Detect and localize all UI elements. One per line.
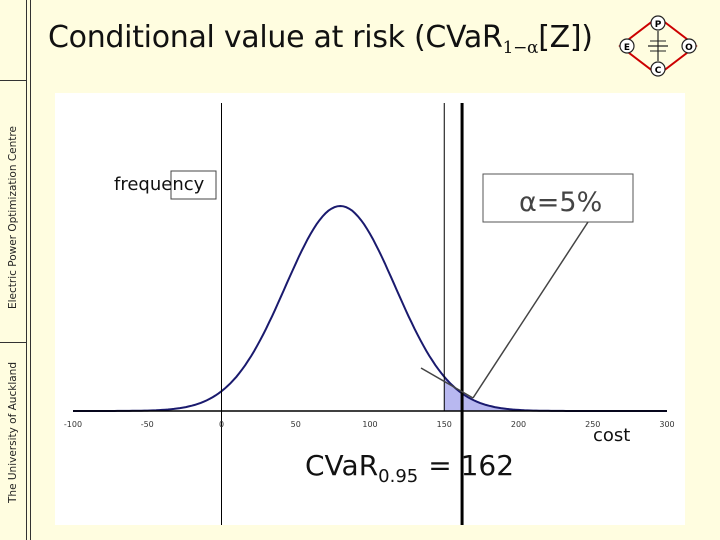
alpha-box [482, 173, 634, 223]
tail-area [444, 376, 667, 411]
cvar-value: = 162 [428, 449, 514, 482]
logo-letter-right: O [685, 43, 693, 53]
frequency-box [170, 170, 217, 200]
epoc-logo: P E O C [618, 15, 698, 77]
logo-node-bottom [650, 61, 666, 77]
sidebar-separator [0, 342, 26, 343]
logo-node-right [681, 38, 697, 54]
distribution-chart: -100 -50 0 50 100 150 200 250 300 frequency α=5%… [64, 103, 675, 525]
x-ticks: -100 -50 0 50 100 150 200 250 300 [64, 420, 675, 429]
inner-border-line [30, 0, 31, 540]
alpha-label: α=5% [519, 187, 602, 218]
x-tick-label: 50 [291, 420, 301, 429]
side-divider [0, 80, 26, 81]
x-tick-label: 300 [659, 420, 674, 429]
logo-letter-top: P [655, 20, 662, 30]
x-axis-label: cost [593, 425, 630, 446]
title-subscript: 1−α [502, 38, 539, 58]
cvar-subscript: 0.95 [378, 466, 418, 487]
x-tick-label: 150 [437, 420, 452, 429]
side-bar [0, 0, 27, 540]
logo-node-top [650, 15, 666, 31]
x-tick-label: 100 [362, 420, 377, 429]
alpha-pointer-arrow [420, 367, 474, 399]
cvar-annotation: CVaR0.95 = 162 [305, 449, 514, 487]
cvar-label: CVaR [305, 449, 378, 482]
logo-node-left [619, 38, 635, 54]
x-tick-label: -100 [64, 420, 82, 429]
university-label: The University of Auckland [7, 362, 19, 503]
title-main: Conditional value at risk (CVaR [48, 20, 503, 55]
logo-letter-bottom: C [655, 66, 662, 76]
x-tick-label: 250 [585, 420, 600, 429]
x-tick-label: 0 [219, 420, 224, 429]
x-tick-label: -50 [141, 420, 154, 429]
centre-label: Electric Power Optimization Centre [7, 126, 19, 309]
logo-letter-left: E [624, 43, 630, 53]
alpha-pointer-line [472, 221, 589, 399]
plot-area: -100 -50 0 50 100 150 200 250 300 frequency α=5%… [55, 93, 685, 525]
x-tick-label: 200 [511, 420, 526, 429]
y-axis-label: frequency [114, 174, 205, 195]
page-title: Conditional value at risk (CVaR1−α[Z]) [48, 20, 593, 58]
title-tail: [Z]) [538, 20, 593, 55]
